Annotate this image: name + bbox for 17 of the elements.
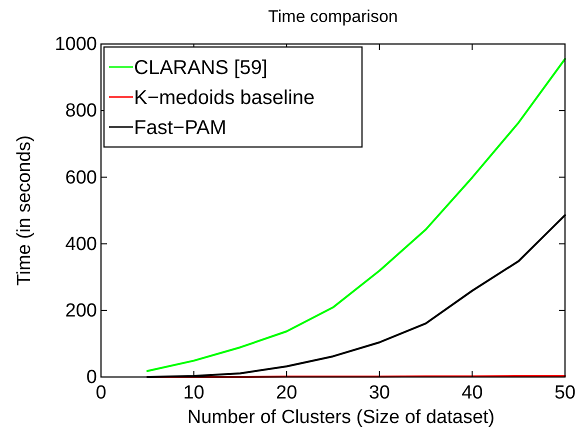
y-tick-label: 800 xyxy=(65,100,97,122)
x-tick-label: 40 xyxy=(462,382,483,404)
x-tick-label: 50 xyxy=(554,382,576,404)
y-tick-label: 200 xyxy=(65,300,97,322)
legend-label: K−medoids baseline xyxy=(134,87,315,109)
x-tick-label: 10 xyxy=(183,382,204,404)
legend-label: Fast−PAM xyxy=(134,117,226,139)
legend-label: CLARANS [59] xyxy=(134,57,268,79)
y-tick-label: 400 xyxy=(65,234,97,255)
x-tick-label: 30 xyxy=(368,382,390,404)
x-tick-label: 20 xyxy=(276,382,298,404)
chart-title: Time comparison xyxy=(268,7,398,26)
y-tick-label: 0 xyxy=(86,367,97,388)
y-tick-label: 1000 xyxy=(54,34,97,56)
x-axis-title: Number of Clusters (Size of dataset) xyxy=(187,407,495,428)
y-tick-label: 600 xyxy=(65,167,97,188)
y-axis-title: Time (in seconds) xyxy=(14,135,35,286)
